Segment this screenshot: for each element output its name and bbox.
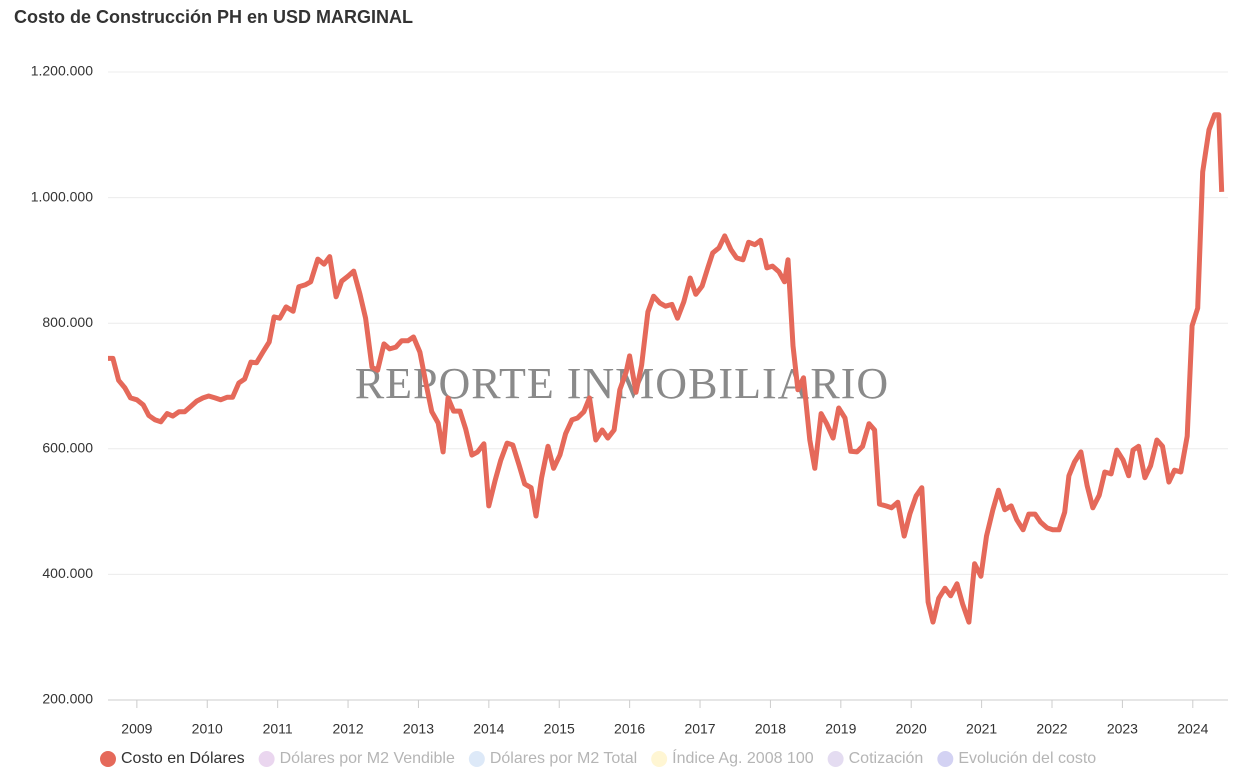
chart-title: Costo de Construcción PH en USD MARGINAL [14, 7, 413, 27]
x-tick-label: 2018 [755, 721, 786, 737]
x-tick-label: 2009 [121, 721, 152, 737]
legend-swatch [827, 751, 844, 767]
legend-swatch [651, 751, 668, 767]
x-tick-label: 2020 [896, 721, 927, 737]
y-tick-label: 400.000 [42, 565, 93, 581]
legend-swatch [937, 751, 954, 767]
legend-label[interactable]: Costo en Dólares [121, 750, 245, 767]
legend-label[interactable]: Dólares por M2 Total [490, 750, 637, 767]
x-tick-label: 2016 [614, 721, 645, 737]
legend-label[interactable]: Cotización [849, 750, 924, 767]
y-tick-label: 600.000 [42, 440, 93, 456]
line-series [108, 112, 1225, 625]
y-tick-label: 200.000 [42, 691, 93, 707]
x-tick-label: 2022 [1036, 721, 1067, 737]
x-tick-label: 2019 [825, 721, 856, 737]
y-tick-label: 1.200.000 [31, 63, 93, 79]
x-tick-label: 2013 [403, 721, 434, 737]
x-tick-label: 2014 [473, 721, 504, 737]
y-tick-label: 800.000 [42, 314, 93, 330]
x-tick-label: 2011 [263, 721, 293, 737]
legend-swatch [100, 751, 116, 767]
legend-swatch [468, 751, 485, 767]
legend-label[interactable]: Índice Ag. 2008 100 [672, 748, 814, 767]
x-tick-label: 2024 [1177, 721, 1208, 737]
legend-label[interactable]: Evolución del costo [958, 750, 1096, 767]
x-tick-label: 2021 [966, 721, 997, 737]
legend-label[interactable]: Dólares por M2 Vendible [280, 750, 455, 767]
grid [108, 71, 1228, 701]
x-tick-label: 2012 [332, 721, 363, 737]
x-tick-label: 2010 [192, 721, 223, 737]
x-tick-label: 2023 [1107, 721, 1138, 737]
y-tick-label: 1.000.000 [31, 188, 93, 204]
x-tick-label: 2017 [684, 721, 715, 737]
x-tick-label: 2015 [544, 721, 575, 737]
legend-swatch [258, 751, 275, 767]
